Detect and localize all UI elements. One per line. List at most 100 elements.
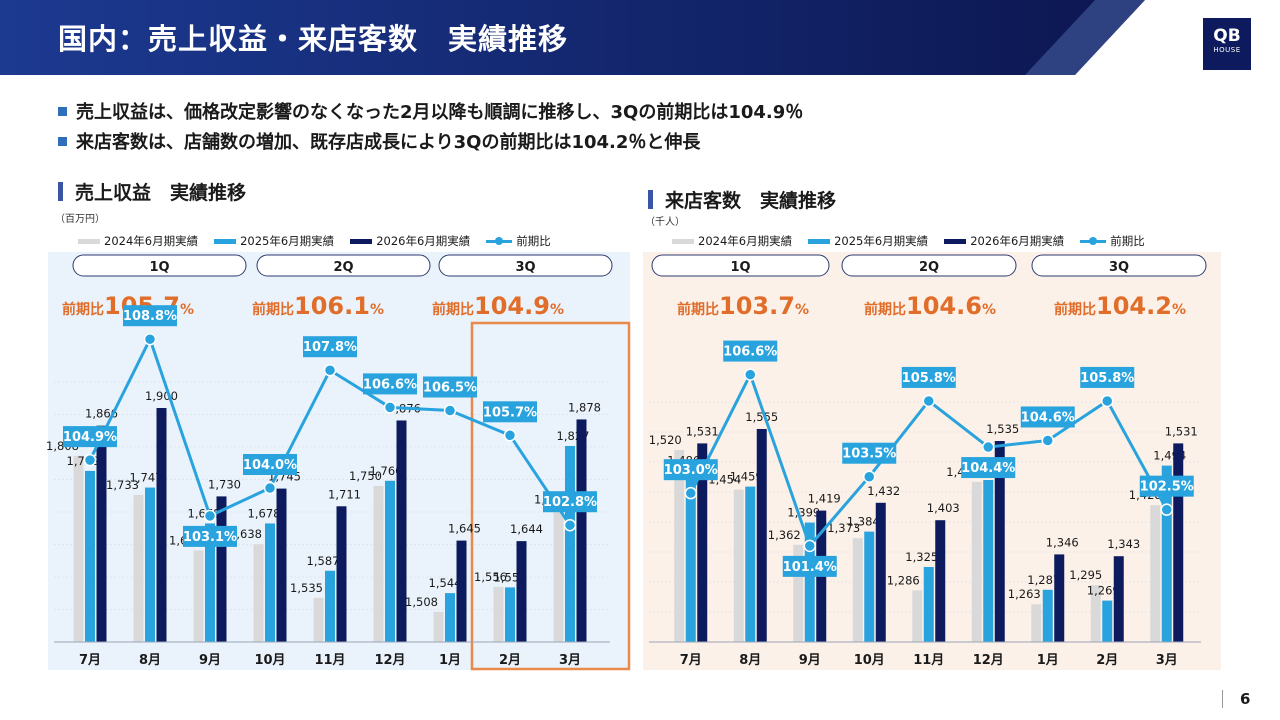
ratio-point bbox=[744, 368, 757, 381]
ratio-point bbox=[922, 394, 935, 408]
ratio-label-box bbox=[1020, 406, 1075, 428]
bar bbox=[156, 408, 167, 642]
bar bbox=[923, 567, 934, 642]
ratio-label-box bbox=[901, 366, 956, 388]
ratio-label-box bbox=[183, 525, 237, 547]
bar bbox=[804, 522, 815, 642]
bar bbox=[1161, 465, 1172, 642]
bar-value-label: 1,535 bbox=[986, 422, 1019, 436]
bar bbox=[756, 429, 767, 642]
bar-value-label: 1,325 bbox=[905, 550, 938, 564]
bar-value-label: 1,878 bbox=[568, 400, 601, 414]
ratio-point bbox=[263, 481, 277, 495]
ratio-point bbox=[323, 363, 337, 377]
ratio-label-box bbox=[543, 491, 597, 513]
bar bbox=[553, 509, 564, 642]
bar bbox=[935, 520, 946, 642]
month-tick-label: 7月 bbox=[680, 653, 702, 668]
visitors-chart: 1Q 前期比103.7% 2Q 前期比104.6% 3Q 前期比104.2% 1,520 1,… bbox=[643, 252, 1238, 670]
bar bbox=[433, 611, 444, 642]
month-tick-label: 10月 bbox=[854, 653, 885, 668]
month-tick-label: 11月 bbox=[314, 653, 345, 668]
header-banner: 国内：売上収益・来店客数 実績推移 QB HOUSE bbox=[0, 0, 1280, 75]
ratio-point bbox=[684, 486, 697, 500]
quarter-ratio-label: 前期比106.1% bbox=[252, 292, 384, 320]
quarter-ratio-label: 前期比104.9% bbox=[432, 292, 564, 320]
legend-line-swatch bbox=[1080, 236, 1107, 246]
legend-swatch bbox=[944, 238, 967, 244]
bar bbox=[1173, 443, 1184, 642]
legend-label: 2025年6月期実績 bbox=[834, 234, 929, 248]
bar-value-label: 1,508 bbox=[405, 595, 438, 609]
month-tick-label: 12月 bbox=[973, 653, 1004, 668]
visitors-unit-label: （千人） bbox=[645, 217, 685, 228]
ratio-value-label: 108.8% bbox=[123, 309, 177, 324]
bullet-square-icon bbox=[58, 106, 67, 116]
month-tick-label: 9月 bbox=[199, 653, 221, 668]
bar-value-label: 1,644 bbox=[510, 522, 543, 536]
bar bbox=[697, 443, 708, 642]
bullet-item: 売上収益は、価格改定影響のなくなった2月以降も順調に推移し、3Qの前期比は104… bbox=[58, 96, 803, 126]
bar-value-label: 1,531 bbox=[1165, 424, 1198, 438]
bar bbox=[276, 488, 287, 642]
quarter-ratio-label: 前期比104.6% bbox=[864, 292, 996, 320]
bar-value-label: 1,535 bbox=[290, 581, 323, 595]
bar bbox=[1113, 556, 1124, 642]
bar bbox=[373, 486, 384, 642]
month-tick-label: 2月 bbox=[499, 653, 521, 668]
ratio-point bbox=[1101, 394, 1114, 408]
bar bbox=[85, 470, 95, 642]
logo-subtext: HOUSE bbox=[1213, 46, 1241, 54]
revenue-chart-svg: 1Q前期比105.7%2Q前期比106.1%3Q前期比104.9%1,8081,… bbox=[46, 252, 631, 671]
ratio-value-label: 103.5% bbox=[842, 447, 896, 462]
bar bbox=[396, 420, 407, 642]
bullet-text: 来店客数は、店舗数の増加、既存店成長により3Qの前期比は104.2％と伸長 bbox=[76, 132, 701, 153]
company-logo: QB HOUSE bbox=[1201, 16, 1253, 72]
bar-value-label: 1,419 bbox=[808, 492, 841, 506]
bar bbox=[145, 487, 155, 642]
bar bbox=[1102, 600, 1113, 642]
quarter-pill bbox=[438, 254, 613, 277]
legend-label: 2025年6月期実績 bbox=[240, 234, 335, 248]
bar-value-label: 1,384 bbox=[847, 515, 880, 529]
legend-label: 2026年6月期実績 bbox=[970, 234, 1065, 248]
ratio-point bbox=[1160, 503, 1173, 516]
month-tick-label: 3月 bbox=[559, 653, 581, 668]
ratio-label-box bbox=[483, 401, 537, 423]
quarter-label: 2Q bbox=[333, 260, 353, 275]
quarter-pill bbox=[1031, 254, 1207, 277]
ratio-point bbox=[203, 509, 217, 523]
visitors-legend: 2024年6月期実績 2025年6月期実績 2026年6月期実績 前期比 bbox=[672, 233, 1161, 249]
bar-value-label: 1,269 bbox=[1087, 584, 1120, 598]
ratio-value-label: 104.6% bbox=[1021, 410, 1075, 425]
bar-value-label: 1,750 bbox=[349, 469, 382, 483]
bar bbox=[745, 486, 756, 642]
bar bbox=[253, 544, 264, 642]
month-tick-label: 9月 bbox=[799, 653, 821, 668]
ratio-label-box bbox=[123, 305, 177, 327]
bar bbox=[983, 480, 994, 642]
bar-value-label: 1,678 bbox=[248, 506, 281, 520]
legend-line-swatch bbox=[486, 236, 513, 246]
page-number-divider bbox=[1222, 690, 1223, 708]
ratio-value-label: 105.7% bbox=[483, 405, 537, 420]
bar-value-label: 1,286 bbox=[887, 573, 920, 587]
visitors-section-title: 来店客数 実績推移 bbox=[648, 186, 836, 213]
bar bbox=[864, 531, 875, 642]
bar-value-label: 1,747 bbox=[130, 471, 163, 485]
legend-item-fy2026: 2026年6月期実績 bbox=[944, 233, 1064, 249]
bar-value-label: 1,346 bbox=[1046, 535, 1079, 549]
bar bbox=[674, 450, 685, 642]
section-title-text: 来店客数 実績推移 bbox=[665, 190, 837, 212]
quarter-pill bbox=[841, 254, 1017, 277]
ratio-point bbox=[143, 332, 157, 346]
bar-value-label: 1,295 bbox=[1069, 568, 1102, 582]
bar bbox=[1031, 604, 1042, 642]
legend-item-ratio: 前期比 bbox=[1080, 233, 1145, 249]
ratio-value-label: 104.0% bbox=[243, 458, 297, 473]
bar-value-label: 1,373 bbox=[827, 521, 860, 535]
bar-value-label: 1,638 bbox=[229, 527, 262, 541]
bar bbox=[565, 445, 575, 642]
quarter-ratio-label: 前期比103.7% bbox=[677, 292, 809, 320]
quarter-label: 3Q bbox=[1109, 260, 1129, 275]
